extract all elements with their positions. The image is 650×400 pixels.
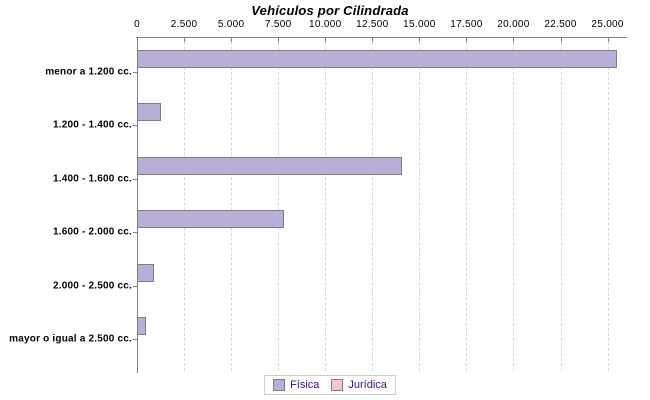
bar-fisica-2 — [137, 156, 402, 175]
x-tick — [278, 38, 280, 42]
category-label: mayor o igual a 2.500 cc. — [9, 333, 132, 345]
x-gridline — [325, 37, 327, 371]
bar-fisica-5 — [137, 317, 146, 335]
y-axis-line — [137, 37, 138, 373]
x-tick-label: 15.000 — [403, 19, 436, 30]
legend-item-juridica: Jurídica — [331, 379, 387, 391]
x-tick-label: 20.000 — [497, 19, 530, 30]
category-tick — [133, 72, 137, 73]
legend-swatch-juridica — [331, 379, 344, 391]
x-tick-label: 0 — [134, 19, 140, 30]
category-label: 1.200 - 1.400 cc. — [52, 119, 132, 131]
x-tick — [607, 38, 609, 42]
x-tick — [325, 38, 327, 42]
chart-title: Vehículos por Cilindrada — [251, 3, 409, 18]
bar-fisica-3 — [137, 210, 284, 229]
x-gridline — [372, 37, 374, 371]
x-gridline — [278, 37, 280, 371]
x-tick-label: 17.500 — [450, 19, 483, 30]
legend: Física Jurídica — [264, 375, 396, 395]
x-gridline — [560, 37, 562, 371]
category-tick — [133, 125, 137, 127]
x-gridline — [466, 37, 468, 371]
legend-label-juridica: Jurídica — [348, 379, 387, 391]
bar-fisica-4 — [137, 263, 154, 282]
x-gridline — [184, 37, 186, 371]
x-tick-label: 2.500 — [170, 19, 198, 30]
category-label: 2.000 - 2.500 cc. — [52, 280, 132, 292]
category-label: 1.600 - 2.000 cc. — [52, 226, 132, 238]
x-gridline — [513, 37, 515, 371]
x-tick-label: 5.000 — [217, 19, 245, 30]
category-tick — [133, 232, 137, 234]
x-tick — [184, 38, 186, 42]
legend-label-fisica: Física — [290, 379, 320, 391]
category-tick — [133, 285, 137, 287]
x-tick — [372, 38, 374, 42]
category-label: menor a 1.200 cc. — [45, 66, 132, 78]
bar-fisica-0 — [137, 50, 617, 68]
x-tick — [466, 38, 468, 42]
x-axis-line — [136, 37, 627, 38]
category-tick — [133, 178, 137, 180]
x-gridline — [231, 37, 233, 371]
bar-fisica-1 — [137, 103, 161, 122]
x-tick-label: 22.500 — [544, 19, 577, 30]
x-gridline — [607, 37, 609, 371]
x-tick — [560, 38, 562, 42]
x-tick-label: 10.000 — [309, 19, 342, 30]
x-tick-label: 12.500 — [356, 19, 389, 30]
x-tick — [419, 38, 421, 42]
category-label: 1.400 - 1.600 cc. — [52, 173, 132, 185]
x-gridline — [419, 37, 421, 371]
x-tick-label: 7.500 — [264, 19, 292, 30]
x-tick — [513, 38, 515, 42]
x-tick — [231, 38, 233, 42]
legend-item-fisica: Física — [273, 379, 319, 391]
legend-swatch-fisica — [273, 379, 286, 391]
x-tick-label: 25.000 — [591, 19, 624, 30]
category-tick — [133, 339, 137, 340]
